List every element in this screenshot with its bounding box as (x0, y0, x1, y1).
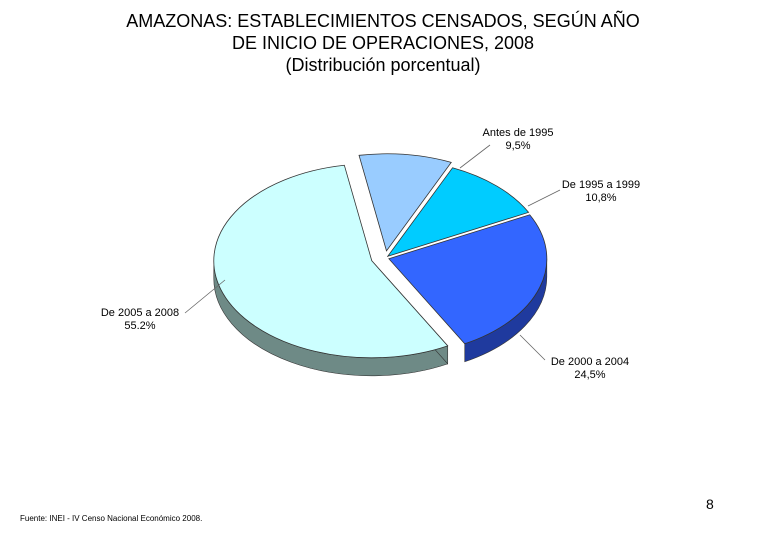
page-number: 8 (706, 496, 714, 512)
slice-label-2: De 2000 a 2004 (551, 356, 629, 368)
slice-label-0: Antes de 1995 (483, 127, 554, 139)
leader-line-3 (184, 279, 226, 314)
slice-value-0: 9,5% (505, 140, 530, 152)
title-line-2: DE INICIO DE OPERACIONES, 2008 (231, 33, 535, 53)
pie-slice-antes-de-1995 (358, 153, 452, 252)
pie-slice-de-1995-a-1999 (386, 167, 530, 258)
pie-tops (213, 153, 548, 359)
pie-slice-de-2005-a-2008 (213, 164, 449, 359)
pie-slice-de-2000-a-2004 (388, 214, 548, 345)
slice-value-3: 55.2% (124, 320, 155, 332)
source-footnote: Fuente: INEI - IV Censo Nacional Económi… (20, 514, 203, 523)
slice-label-3: De 2005 a 2008 (101, 307, 179, 319)
leader-line-2 (519, 334, 546, 361)
leader-line-0 (459, 144, 491, 169)
slice-value-2: 24,5% (574, 369, 605, 381)
leader-line-1 (527, 189, 561, 207)
chart-title: AMAZONAS: ESTABLECIMIENTOS CENSADOS, SEG… (0, 10, 766, 76)
slice-label-1: De 1995 a 1999 (562, 179, 640, 191)
title-line-3: (Distribución porcentual) (285, 55, 481, 75)
title-line-1: AMAZONAS: ESTABLECIMIENTOS CENSADOS, SEG… (126, 11, 640, 31)
slice-value-1: 10,8% (585, 192, 616, 204)
